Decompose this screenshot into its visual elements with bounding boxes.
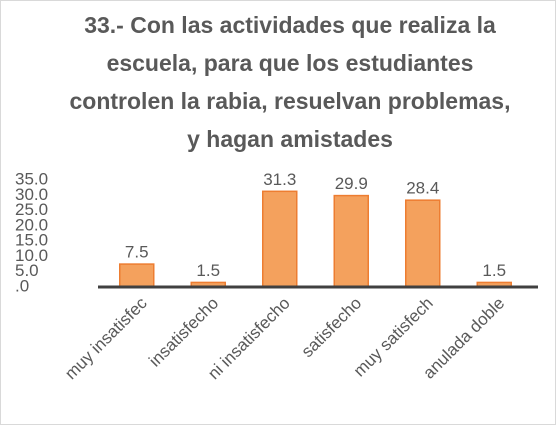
x-tick-label: insatisfecho [145, 294, 222, 371]
y-tick-label: 20.0 [15, 215, 48, 234]
y-tick-label: 25.0 [15, 200, 48, 219]
value-label: 1.5 [196, 261, 220, 280]
bar [262, 190, 298, 288]
y-tick-label: 35.0 [15, 169, 48, 188]
value-label: 7.5 [125, 243, 149, 262]
y-tick-label: .0 [15, 276, 29, 295]
value-label: 31.3 [263, 170, 296, 189]
value-label: 1.5 [482, 261, 506, 280]
x-tick-label: muy insatisfec [61, 293, 151, 383]
y-tick-label: 15.0 [15, 231, 48, 250]
chart-title: 33.- Con las actividades que realiza la … [69, 12, 511, 152]
x-tick-label: satisfecho [298, 294, 366, 362]
bar [119, 263, 155, 288]
y-tick-label: 10.0 [15, 246, 48, 265]
y-tick-label: 5.0 [15, 261, 39, 280]
bar [333, 194, 369, 288]
value-label: 29.9 [335, 174, 368, 193]
y-tick-label: 30.0 [15, 185, 48, 204]
value-label: 28.4 [406, 179, 439, 198]
bar [405, 199, 441, 288]
